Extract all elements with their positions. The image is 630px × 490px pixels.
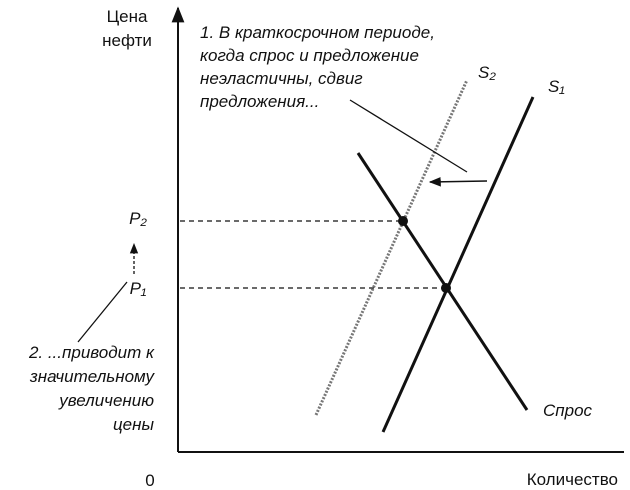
equilibrium-2 xyxy=(398,216,408,226)
s1-label: S₁ xyxy=(548,77,565,96)
demand xyxy=(356,152,529,411)
y-axis-label: нефти xyxy=(102,31,152,50)
shift-arrow xyxy=(428,177,488,187)
annotation-1: 1. В краткосрочном периоде, когда спрос … xyxy=(200,23,435,111)
annotation-line: цены xyxy=(113,415,155,434)
annotation-line: когда спрос и предложение xyxy=(200,46,419,65)
p2-label: P₂ xyxy=(129,209,147,228)
origin-label: 0 xyxy=(145,471,154,490)
equilibrium-1 xyxy=(441,283,451,293)
pointer-line xyxy=(349,99,468,173)
annotation-line: 2. ...приводит к xyxy=(28,343,155,362)
p1-label: P₁ xyxy=(130,279,147,298)
annotation-line: 1. В краткосрочном периоде, xyxy=(200,23,435,42)
supply-s2 xyxy=(314,79,469,416)
annotation-line: предложения... xyxy=(200,92,319,111)
annotation-2: 2. ...приводит к значительному увеличени… xyxy=(28,343,156,434)
annotation-line: значительному xyxy=(29,367,156,386)
y-axis-label: Цена xyxy=(107,7,148,26)
pointer-line xyxy=(77,281,128,343)
annotation-line: увеличению xyxy=(58,391,154,410)
s2-label: S₂ xyxy=(478,63,496,82)
x-axis-label: Количество xyxy=(527,470,618,489)
supply-s1 xyxy=(381,96,535,433)
demand-label: Спрос xyxy=(543,401,593,420)
annotation-line: неэластичны, сдвиг xyxy=(200,69,363,88)
